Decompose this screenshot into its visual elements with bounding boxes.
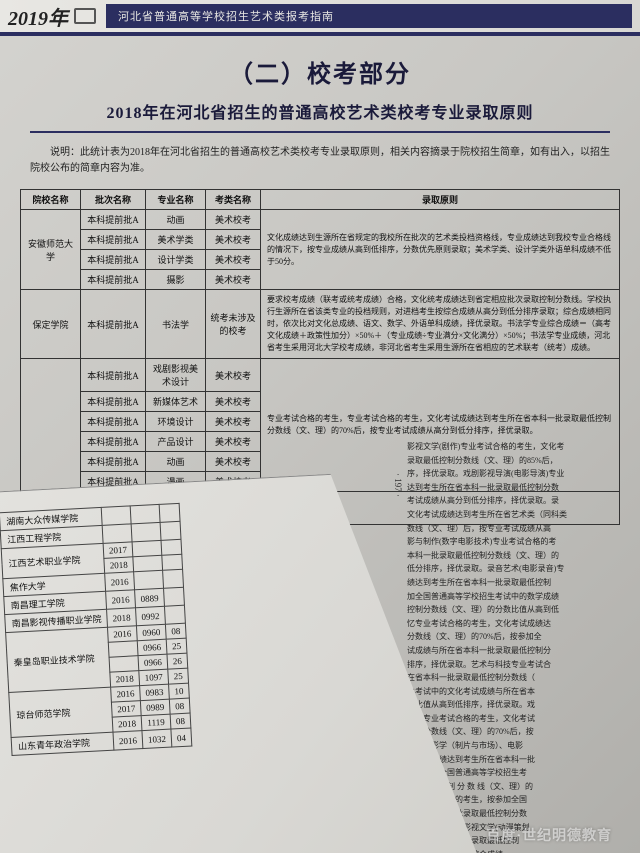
th-school: 院校名称	[21, 190, 81, 210]
th-batch: 批次名称	[81, 190, 146, 210]
page-number: · 197 ·	[393, 473, 403, 497]
table-row: 安徽师范大学 本科提前批A 动画 美术校考 文化成绩达到生源所在省规定的我校所在…	[21, 210, 620, 230]
th-major: 专业名称	[146, 190, 206, 210]
section-heading: （二）校考部分	[0, 54, 640, 89]
cell-rule: 文化成绩达到生源所在省规定的我校所在批次的艺术类投档资格线，专业成绩达到我校专业…	[261, 210, 620, 290]
cell-school: 安徽师范大学	[21, 210, 81, 290]
table-header-row: 院校名称 批次名称 专业名称 考类名称 录取原则	[21, 190, 620, 210]
intro-paragraph: 说明：此统计表为2018年在河北省招生的普通高校艺术类校考专业录取原则，相关内容…	[30, 145, 610, 177]
top-banner: 2019年 河北省普通高等学校招生艺术类报考指南	[0, 0, 640, 36]
table-row: 本科提前批A 戏剧影视美术设计 美术校考 专业考试合格的考生，专业考试合格的考生…	[21, 359, 620, 392]
cell-school: 保定学院	[21, 290, 81, 359]
table-row: 保定学院 本科提前批A 书法学 统考未涉及的校考 要求校考成绩（联考或统考成绩）…	[21, 290, 620, 359]
cell-rule: 要求校考成绩（联考或统考成绩）合格，文化统考成绩达到省定相应批次录取控制分数线。…	[261, 290, 620, 359]
watermark: 百度·世纪明德教育	[486, 825, 612, 845]
th-rule: 录取原则	[261, 190, 620, 210]
year-badge: 2019年	[8, 2, 68, 31]
section-subheading: 2018年在河北省招生的普通高校艺术类校考专业录取原则	[30, 99, 610, 133]
th-exam: 考类名称	[206, 190, 261, 210]
monitor-icon	[74, 8, 96, 24]
fold-table: 湖南大众传媒学院 江西工程学院 江西艺术职业学院2017 2018 焦作大学20…	[0, 503, 192, 756]
book-title: 河北省普通高等学校招生艺术类报考指南	[106, 4, 632, 28]
